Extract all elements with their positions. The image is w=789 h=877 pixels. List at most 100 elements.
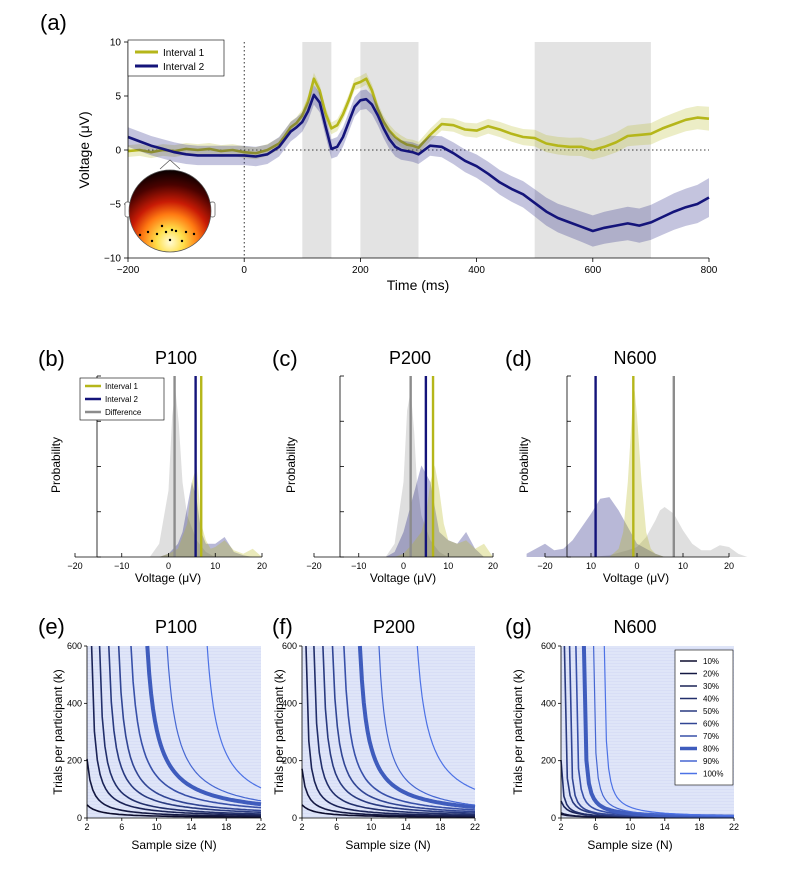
x-tick-label-d: 0 (634, 561, 639, 571)
density-area-interval1-b (159, 465, 262, 557)
x-tick-label-d: 10 (678, 561, 688, 571)
density-area-interval1-d (609, 390, 665, 557)
legend-label-g-80: 80% (703, 745, 719, 754)
power-contour-100pct-e (206, 645, 262, 789)
y-tick-label-a: 10 (110, 38, 122, 49)
x-tick-label-d: 10 (586, 561, 596, 571)
power-contour-30pct-e (90, 645, 261, 816)
y-tick-label-g: 600 (541, 641, 556, 651)
legend-label-b-interval1: Interval 1 (105, 382, 138, 391)
x-tick-label-e: 22 (256, 822, 266, 832)
y-tick-label-f: 600 (282, 641, 297, 651)
legend-label-g-50: 50% (703, 707, 719, 716)
panel-a: (a) −200 0 200 400 600 800 −10 −5 0 5 10 Time (ms)… (40, 10, 718, 293)
density-area-difference-d (591, 507, 748, 557)
density-area-interval2-b (159, 482, 253, 557)
panel-label-d: (d) (505, 346, 532, 371)
panel-title-c: P200 (389, 348, 431, 368)
confidence-band-2 (128, 85, 709, 247)
series-line-interval2 (127, 93, 710, 233)
x-tick-label-b: 10 (210, 561, 220, 571)
y-axis-label-f: Trials per participant (k) (272, 669, 286, 795)
electrode-dot-6 (192, 232, 196, 236)
power-contour-20pct-e (86, 758, 261, 818)
legend-label-b-interval2: Interval 2 (105, 395, 138, 404)
power-surface-e (87, 646, 261, 818)
x-tick-label-b: −20 (67, 561, 82, 571)
x-tick-label-d: 20 (724, 561, 734, 571)
legend-label-g-70: 70% (703, 732, 719, 741)
y-tick-label-e: 400 (67, 698, 82, 708)
electrode-dot-2 (155, 232, 159, 236)
power-contour-60pct-f (331, 645, 476, 813)
power-contour-50pct-f (322, 645, 476, 814)
x-axis-label-a: Time (ms) (387, 277, 449, 293)
power-contour-90pct-g (593, 645, 734, 817)
electrode-dot-10 (180, 239, 184, 243)
electrode-dot-7 (138, 233, 142, 237)
y-tick-label-f: 200 (282, 756, 297, 766)
x-tick-label-b: −10 (114, 561, 129, 571)
x-tick-label-a: 400 (468, 265, 485, 276)
power-contour-80pct-f (357, 645, 476, 810)
x-tick-label-c: −20 (306, 561, 321, 571)
x-axis-label-e: Sample size (N) (131, 838, 216, 852)
legend-g: 10% 20% 30% 40% 50% 60% 70% 80% 90% 100% (674, 649, 734, 786)
density-area-difference-c (385, 390, 449, 557)
x-tick-label-e: 6 (119, 822, 124, 832)
y-tick-label-g: 0 (551, 813, 556, 823)
x-axis-label-g: Sample size (N) (587, 838, 672, 852)
power-contour-40pct-f (313, 645, 476, 816)
y-tick-label-f: 0 (292, 813, 297, 823)
electrode-dot-5 (184, 230, 188, 234)
y-tick-label-f: 400 (282, 698, 297, 708)
y-tick-label-a: −5 (110, 200, 122, 211)
y-tick-label-g: 200 (541, 756, 556, 766)
y-axis-label-g: Trials per participant (k) (511, 669, 525, 795)
scalp-electrodes (138, 224, 196, 243)
plot-area-a: −200 0 200 400 600 800 −10 −5 0 5 10 (104, 38, 718, 277)
panel-label-f: (f) (272, 614, 293, 639)
x-axis-label-c: Voltage (μV) (370, 571, 436, 585)
electrode-dot-1 (146, 230, 150, 234)
electrode-dot-12 (160, 224, 164, 228)
legend-label-g-90: 90% (703, 757, 719, 766)
x-tick-label-f: 10 (366, 822, 376, 832)
x-tick-label-g: 10 (625, 822, 635, 832)
legend-label-g-60: 60% (703, 720, 719, 729)
electrode-dot-3 (164, 230, 168, 234)
panel-e: (e) P100 2 6 10 14 18 22 0 200 400 600 Sample siz… (38, 614, 266, 852)
x-tick-label-f: 2 (299, 822, 304, 832)
series-line-interval1 (127, 77, 710, 155)
legend-label-g-20: 20% (703, 670, 719, 679)
panel-label-e: (e) (38, 614, 65, 639)
x-tick-label-f: 22 (470, 822, 480, 832)
x-tick-label-b: 20 (257, 561, 267, 571)
plot-area-e: 2 6 10 14 18 22 0 200 400 600 (67, 641, 266, 832)
panel-title-g: N600 (613, 617, 656, 637)
x-tick-label-a: 600 (584, 265, 601, 276)
panel-label-a: (a) (40, 10, 67, 35)
x-tick-label-e: 10 (152, 822, 162, 832)
power-contour-10pct-e (86, 804, 261, 818)
y-tick-label-e: 600 (67, 641, 82, 651)
density-area-difference-b (149, 390, 216, 557)
y-axis-label-d: Probability (517, 437, 531, 493)
y-tick-label-a: 0 (115, 146, 121, 157)
panel-g: (g) N600 2 6 10 14 18 22 0 200 400 600 Sample siz… (505, 614, 739, 852)
density-area-interval1-c (394, 465, 493, 557)
x-axis-label-f: Sample size (N) (345, 838, 430, 852)
legend-label-g-100: 100% (703, 770, 723, 779)
panel-label-b: (b) (38, 346, 65, 371)
scalp-head (128, 169, 212, 253)
y-tick-label-a: 5 (115, 92, 121, 103)
power-contour-90pct-e (166, 645, 262, 802)
legend-label-g-40: 40% (703, 695, 719, 704)
panel-label-c: (c) (272, 346, 298, 371)
x-tick-label-a: −200 (117, 265, 140, 276)
y-tick-label-e: 0 (77, 813, 82, 823)
x-axis-label-d: Voltage (μV) (603, 571, 669, 585)
legend-label-g-10: 10% (703, 657, 719, 666)
y-tick-label-a: −10 (104, 254, 121, 265)
x-tick-label-c: 0 (401, 561, 406, 571)
